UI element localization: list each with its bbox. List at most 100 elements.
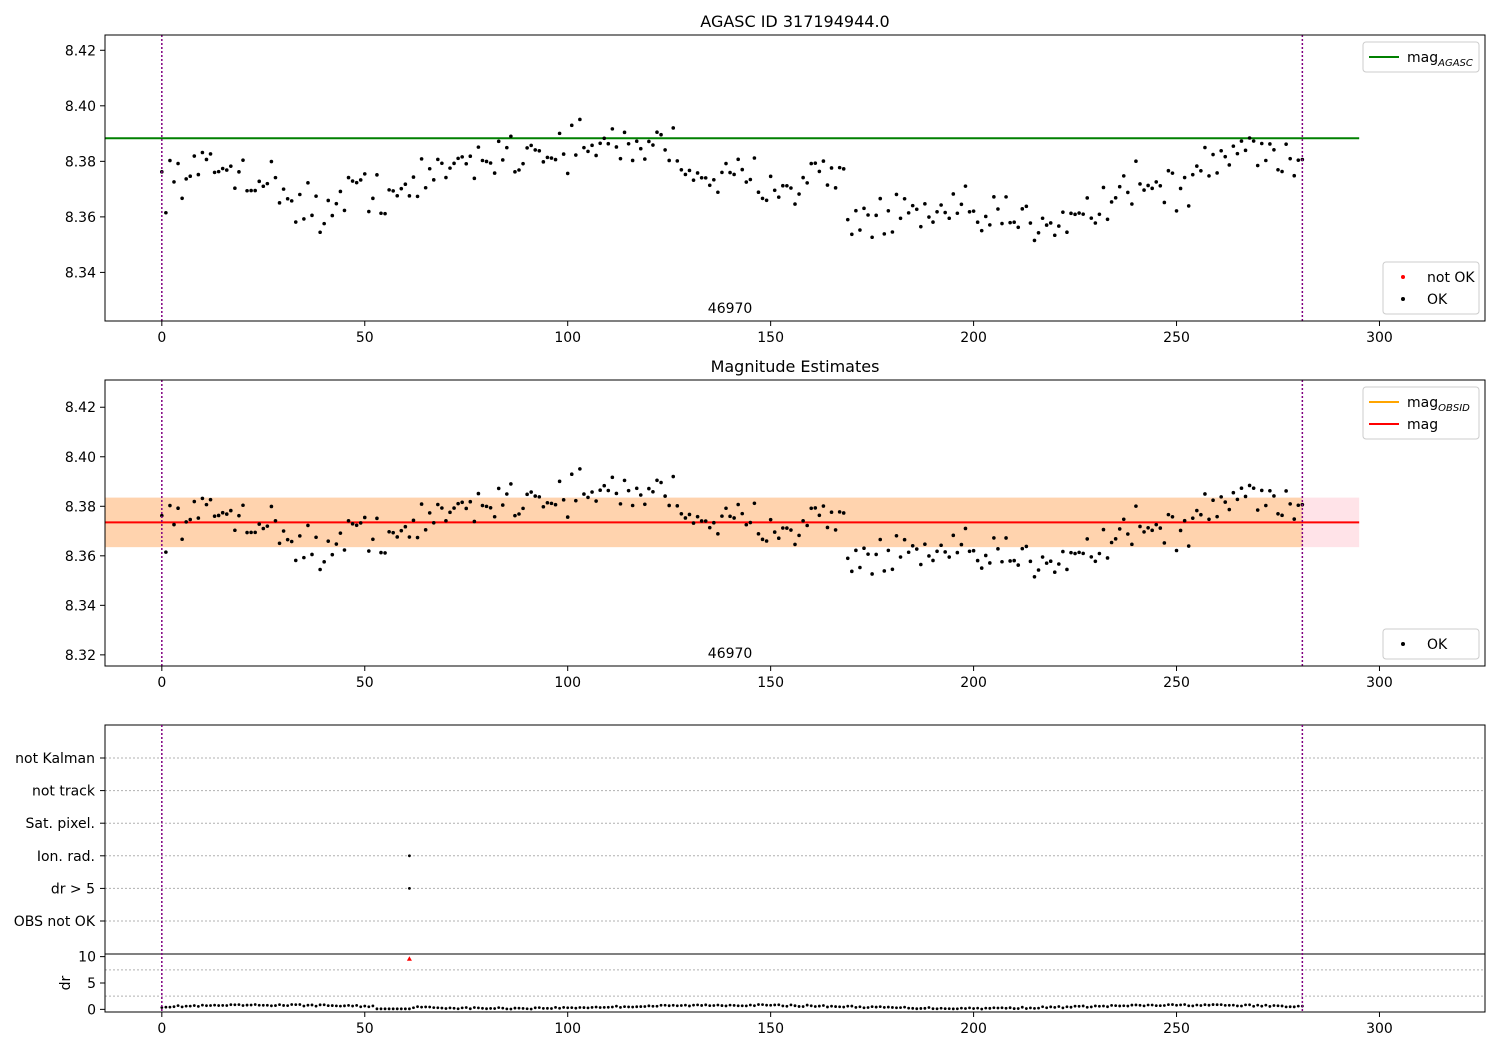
data-point xyxy=(586,495,590,500)
dr-point xyxy=(184,1004,188,1008)
data-point xyxy=(318,567,322,572)
data-point xyxy=(776,536,781,541)
data-point xyxy=(943,550,947,554)
data-point xyxy=(285,537,290,542)
data-point xyxy=(468,499,473,504)
data-point xyxy=(492,514,497,519)
data-point xyxy=(346,518,351,523)
data-point xyxy=(748,177,753,182)
data-point xyxy=(529,490,533,494)
dr-point xyxy=(1260,1004,1264,1008)
data-point xyxy=(1097,551,1102,556)
legend-subscript: OBSID xyxy=(1438,403,1470,414)
dr-point xyxy=(777,1003,781,1007)
data-point xyxy=(220,166,225,171)
data-point xyxy=(951,192,956,196)
y-tick-label: 8.36 xyxy=(65,549,96,565)
data-point xyxy=(837,510,842,514)
data-point xyxy=(675,504,680,508)
x-tick-label: 250 xyxy=(1163,675,1190,691)
data-point xyxy=(1081,212,1085,216)
legend-swatch xyxy=(1401,642,1405,646)
dr-point xyxy=(387,1007,391,1011)
data-point xyxy=(756,532,761,536)
dr-point xyxy=(732,1003,736,1007)
data-point xyxy=(399,186,404,191)
data-point xyxy=(391,530,395,535)
data-point xyxy=(1284,142,1288,146)
data-point xyxy=(419,157,424,161)
data-point xyxy=(281,529,286,533)
data-point xyxy=(464,161,469,166)
dr-point xyxy=(826,1005,829,1009)
data-point xyxy=(683,172,688,177)
dr-point xyxy=(391,1007,395,1011)
dr-point xyxy=(1280,1004,1284,1008)
legend-label: OK xyxy=(1427,292,1448,308)
dr-point xyxy=(213,1003,216,1007)
data-point xyxy=(229,164,233,168)
data-point xyxy=(647,139,651,144)
data-point xyxy=(898,555,903,559)
data-point xyxy=(1182,518,1187,523)
data-point xyxy=(931,220,935,224)
x-tick-label: 250 xyxy=(1163,330,1190,346)
data-point xyxy=(310,213,314,218)
dr-point xyxy=(196,1004,200,1008)
data-point xyxy=(841,511,846,515)
data-point xyxy=(626,142,631,146)
data-point xyxy=(643,157,647,161)
data-point xyxy=(1235,497,1240,502)
dr-point xyxy=(700,1004,704,1007)
dr-point xyxy=(444,1007,448,1010)
dr-point xyxy=(850,1004,854,1008)
dr-point xyxy=(1146,1003,1150,1007)
data-point xyxy=(833,528,838,532)
data-point xyxy=(772,530,777,534)
data-point xyxy=(988,223,992,227)
data-point xyxy=(411,175,416,179)
dr-point xyxy=(1008,1006,1012,1010)
dr-point xyxy=(1223,1003,1227,1007)
dr-point xyxy=(915,1007,919,1011)
data-point xyxy=(1190,172,1195,177)
dr-point xyxy=(753,1004,756,1008)
data-point xyxy=(793,202,797,206)
data-point xyxy=(444,518,448,523)
data-point xyxy=(338,531,343,535)
data-point xyxy=(1259,488,1264,493)
flags-axes-frame xyxy=(104,724,1486,955)
data-point xyxy=(1004,536,1008,540)
data-point xyxy=(1061,549,1065,554)
data-point xyxy=(797,533,801,538)
y-tick-label: 8.40 xyxy=(65,450,96,466)
data-point xyxy=(1243,148,1248,153)
data-point xyxy=(1162,541,1167,545)
data-point xyxy=(302,217,306,221)
dr-point xyxy=(1215,1003,1219,1007)
x-tick-label: 0 xyxy=(157,330,166,346)
panel-1-title: AGASC ID 317194944.0 xyxy=(700,12,889,31)
data-point xyxy=(618,502,623,506)
data-point xyxy=(594,153,598,158)
dr-point xyxy=(1110,1003,1113,1007)
data-point xyxy=(1040,216,1045,221)
dr-point xyxy=(546,1006,549,1010)
data-point xyxy=(1052,233,1057,238)
dr-point xyxy=(712,1004,716,1007)
dr-point xyxy=(290,1003,294,1006)
data-point xyxy=(906,550,911,555)
data-point xyxy=(172,522,176,527)
data-point xyxy=(781,526,785,530)
dr-point xyxy=(517,1006,521,1010)
dr-tick-label: 0 xyxy=(87,1002,96,1018)
dr-point xyxy=(566,1006,570,1010)
data-point xyxy=(703,519,708,523)
dr-point xyxy=(489,1007,492,1010)
data-point xyxy=(732,516,736,520)
dr-point xyxy=(692,1003,695,1007)
data-point xyxy=(703,176,708,180)
data-point xyxy=(452,506,456,510)
data-point xyxy=(1012,220,1016,225)
data-point xyxy=(1195,508,1199,513)
